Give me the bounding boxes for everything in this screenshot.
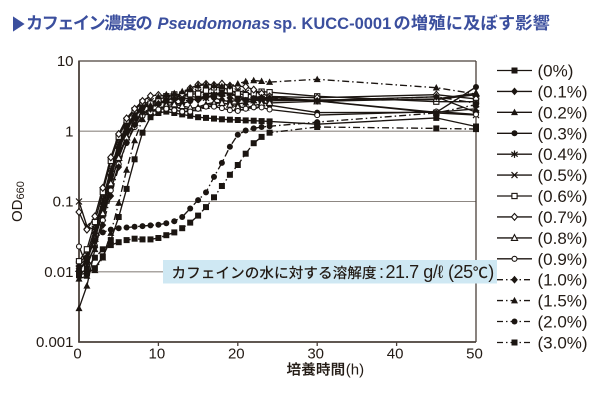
svg-text:0.1: 0.1 [53,194,74,211]
svg-text:(0.9%): (0.9%) [538,250,588,269]
svg-text:): ) [488,262,494,282]
svg-text:(25: (25 [448,262,473,282]
svg-text:(0.5%): (0.5%) [538,166,588,185]
svg-text:(2.0%): (2.0%) [538,313,588,332]
svg-text:0.001: 0.001 [36,334,74,351]
svg-text:(0.3%): (0.3%) [538,124,588,143]
svg-text:(0.8%): (0.8%) [538,229,588,248]
svg-text:20: 20 [228,345,245,362]
svg-text:(0.4%): (0.4%) [538,145,588,164]
svg-text:10: 10 [57,53,74,70]
svg-text:(0.6%): (0.6%) [538,187,588,206]
svg-text:(1.0%): (1.0%) [538,271,588,290]
svg-text:40: 40 [387,345,404,362]
svg-text:Pseudomonas: Pseudomonas [158,15,271,33]
svg-text:21.7 g/ℓ: 21.7 g/ℓ [386,262,444,282]
svg-text:sp. KUCC-0001: sp. KUCC-0001 [273,15,391,33]
svg-text:(0%): (0%) [538,62,574,81]
svg-text::: : [379,262,384,282]
svg-text:50: 50 [466,345,483,362]
svg-text:(h): (h) [346,362,364,379]
svg-text:10: 10 [149,345,166,362]
svg-text:0: 0 [73,345,81,362]
svg-text:30: 30 [307,345,324,362]
svg-text:(0.2%): (0.2%) [538,103,588,122]
svg-text:1: 1 [65,123,73,140]
svg-text:(0.7%): (0.7%) [538,208,588,227]
svg-text:0.01: 0.01 [44,264,73,281]
svg-text:(1.5%): (1.5%) [538,292,588,311]
svg-text:(3.0%): (3.0%) [538,334,588,353]
svg-text:(0.1%): (0.1%) [538,82,588,101]
